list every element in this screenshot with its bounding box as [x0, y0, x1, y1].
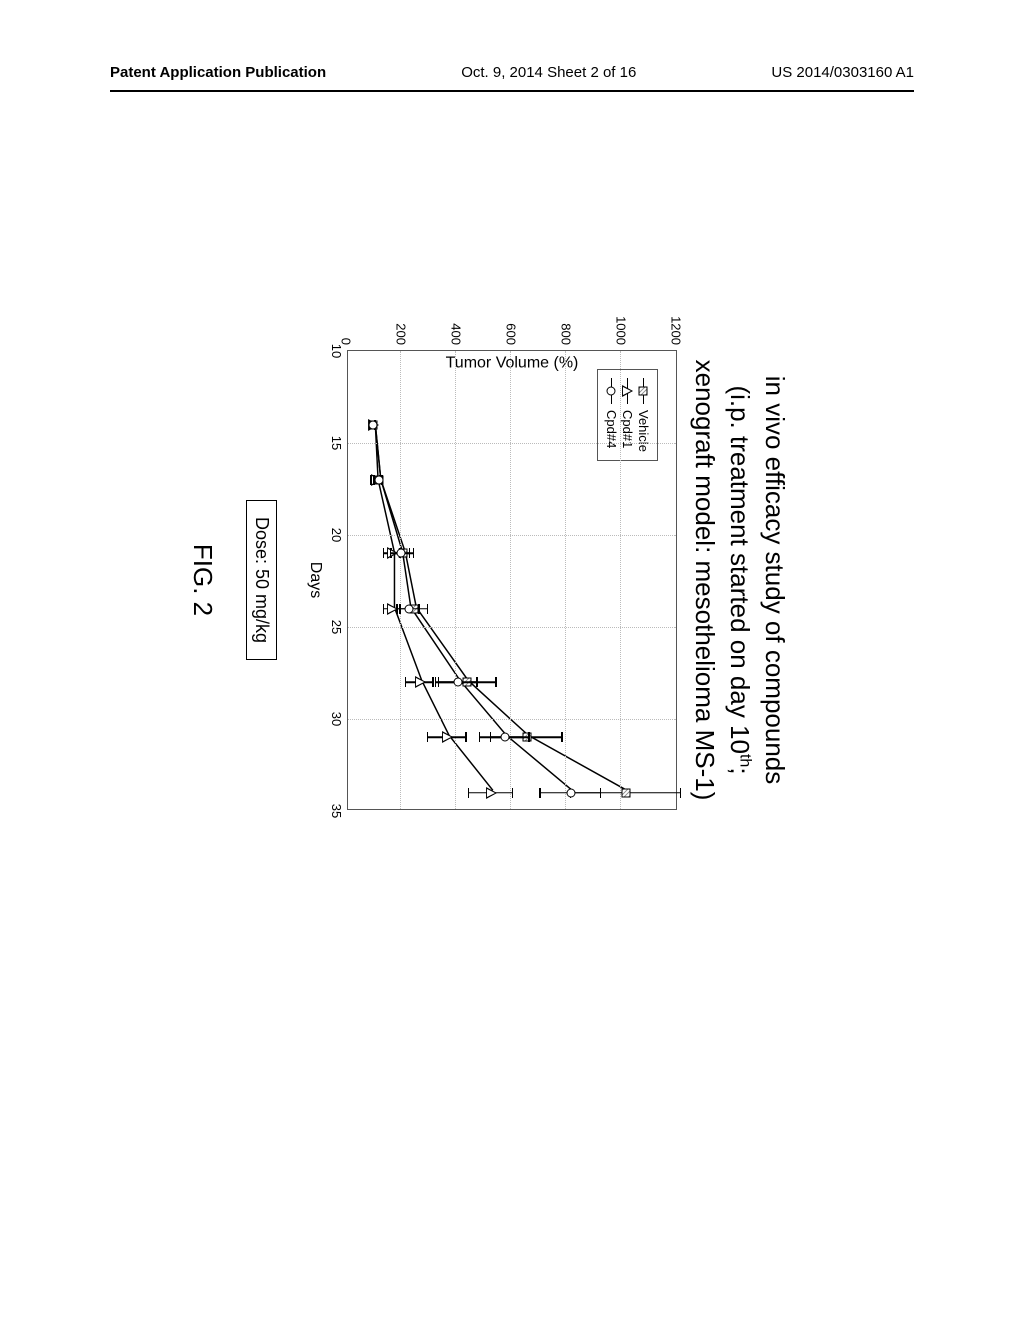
error-cap: [495, 677, 497, 687]
error-cap: [512, 788, 514, 798]
figure-container: in vivo efficacy study of compounds (i.p…: [232, 220, 792, 940]
error-cap: [435, 677, 437, 687]
grid-line-h: [400, 351, 401, 809]
y-tick: 600: [503, 323, 518, 351]
legend-row: Vehicle: [636, 378, 651, 452]
y-tick: 200: [393, 323, 408, 351]
y-tick: 400: [448, 323, 463, 351]
error-cap: [432, 677, 434, 687]
y-tick: 1000: [613, 316, 628, 351]
page-header: Patent Application Publication Oct. 9, 2…: [0, 64, 1024, 81]
header-right: US 2014/0303160 A1: [771, 64, 914, 81]
error-cap: [561, 732, 563, 742]
data-marker: [396, 549, 405, 558]
error-cap: [413, 548, 415, 558]
title-line2-suffix: ;: [725, 767, 755, 774]
legend-line-icon: [611, 378, 612, 404]
data-marker: [567, 788, 576, 797]
header-left: Patent Application Publication: [110, 64, 326, 81]
title-line3: xenograft model: mesothelioma MS-1): [690, 360, 720, 801]
error-cap: [600, 788, 602, 798]
grid-line-v: [348, 443, 676, 444]
legend-label: Vehicle: [636, 410, 651, 452]
x-tick: 10: [329, 344, 348, 358]
error-cap: [438, 677, 440, 687]
x-tick: 20: [329, 528, 348, 542]
y-tick: 800: [558, 323, 573, 351]
error-cap: [528, 732, 530, 742]
y-tick: 1200: [668, 316, 683, 351]
x-axis-label: Days: [306, 562, 324, 598]
data-marker: [369, 420, 378, 429]
data-marker: [622, 788, 631, 797]
data-marker: [374, 475, 383, 484]
legend-row: Cpd#4: [604, 378, 619, 452]
error-cap: [390, 548, 392, 558]
x-tick: 15: [329, 436, 348, 450]
x-tick: 25: [329, 620, 348, 634]
error-cap: [409, 548, 411, 558]
error-cap: [476, 677, 478, 687]
title-line1: in vivo efficacy study of compounds: [760, 376, 790, 785]
x-tick: 35: [329, 804, 348, 818]
error-cap: [405, 677, 407, 687]
error-cap: [539, 788, 541, 798]
title-line2-sup: th: [737, 754, 754, 767]
error-cap: [396, 604, 398, 614]
grid-line-h: [565, 351, 566, 809]
chart-area: Tumor Volume (%) Days VehicleCpd#1Cpd#4 …: [347, 350, 677, 810]
figure-label: FIG. 2: [187, 220, 218, 940]
data-marker: [501, 733, 510, 742]
error-cap: [465, 732, 467, 742]
grid-line-v: [348, 719, 676, 720]
error-cap: [427, 732, 429, 742]
legend-row: Cpd#1: [620, 378, 635, 452]
error-cap: [418, 604, 420, 614]
header-divider: [110, 90, 914, 92]
legend: VehicleCpd#1Cpd#4: [597, 369, 658, 461]
error-cap: [383, 548, 385, 558]
title-line2-prefix: (i.p. treatment started on day 10: [725, 385, 755, 754]
legend-line-icon: [643, 378, 644, 404]
x-tick: 30: [329, 712, 348, 726]
grid-line-h: [620, 351, 621, 809]
chart-title: in vivo efficacy study of compounds (i.p…: [687, 220, 792, 940]
data-marker: [454, 678, 463, 687]
error-cap: [479, 732, 481, 742]
grid-line-v: [348, 627, 676, 628]
error-cap: [680, 788, 682, 798]
data-marker: [404, 604, 413, 613]
dose-label: Dose: 50 mg/kg: [252, 517, 272, 643]
grid-line-v: [348, 535, 676, 536]
error-cap: [427, 604, 429, 614]
error-cap: [468, 788, 470, 798]
header-center: Oct. 9, 2014 Sheet 2 of 16: [461, 64, 636, 81]
dose-box: Dose: 50 mg/kg: [246, 500, 277, 660]
error-cap: [383, 604, 385, 614]
grid-line-h: [510, 351, 511, 809]
legend-line-icon: [627, 378, 628, 404]
grid-line-h: [455, 351, 456, 809]
